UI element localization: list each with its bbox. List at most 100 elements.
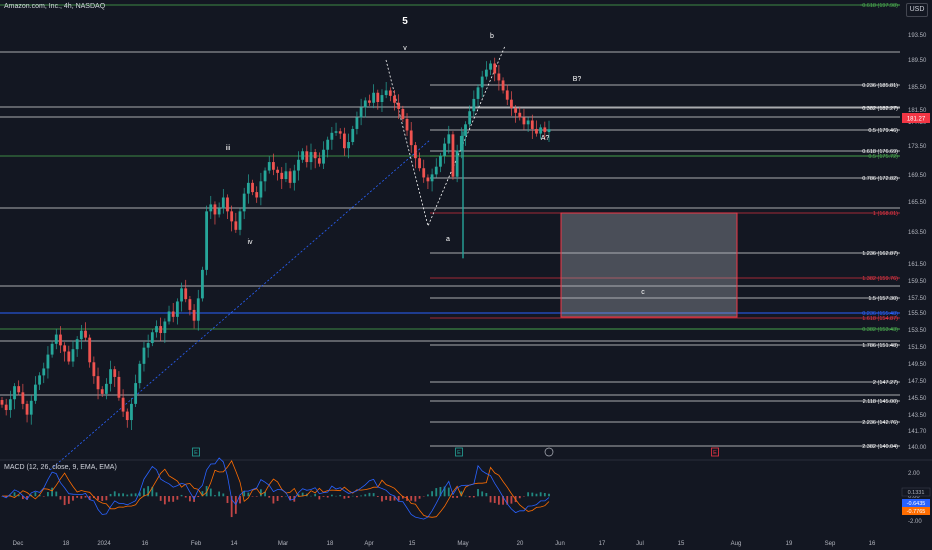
- time-tick-label: Feb: [191, 541, 202, 547]
- fib-level-label: 2 (147.27): [873, 380, 898, 386]
- macd-histogram-bar: [214, 495, 216, 497]
- candle-body: [522, 117, 526, 125]
- macd-histogram-bar: [280, 496, 283, 498]
- candle-body: [518, 112, 522, 118]
- macd-histogram-bar: [477, 489, 479, 497]
- candle-body: [192, 309, 196, 321]
- macd-histogram-bar: [205, 486, 208, 497]
- candle-body: [330, 132, 334, 140]
- time-tick-label: 15: [678, 541, 685, 547]
- candle-body: [526, 120, 530, 125]
- macd-histogram-bar: [72, 496, 74, 501]
- candle-body: [342, 133, 346, 149]
- time-tick-label: Aug: [731, 541, 742, 547]
- macd-histogram-bar: [447, 487, 450, 497]
- macd-histogram-bar: [427, 494, 429, 497]
- price-tick-label: 149.50: [908, 362, 927, 368]
- macd-histogram-bar: [147, 486, 150, 497]
- macd-histogram-bar: [55, 491, 58, 497]
- macd-histogram-bar: [113, 491, 116, 497]
- macd-histogram-bar: [314, 493, 317, 497]
- macd-histogram-bar: [468, 496, 471, 498]
- macd-histogram-bar: [506, 496, 509, 505]
- candle-body: [34, 384, 37, 401]
- candle-body: [547, 129, 551, 133]
- candle-body: [338, 131, 342, 134]
- macd-histogram-bar: [548, 493, 550, 497]
- macd-histogram-bar: [176, 496, 179, 500]
- candle-body: [50, 343, 54, 355]
- candle-body: [171, 311, 175, 317]
- candle-body: [439, 155, 442, 167]
- macd-histogram-bar: [184, 496, 187, 498]
- price-tick-label: 157.50: [908, 296, 927, 302]
- macd-histogram-bar: [88, 496, 91, 501]
- candle-body: [359, 107, 363, 118]
- candle-body: [150, 332, 154, 344]
- currency-button[interactable]: USD: [906, 3, 928, 17]
- macd-histogram-bar: [138, 492, 141, 497]
- candle-body: [146, 343, 150, 348]
- macd-histogram-bar: [201, 491, 204, 497]
- candle-body: [497, 73, 501, 81]
- time-tick-label: Jun: [555, 541, 565, 547]
- candle-body: [305, 151, 309, 163]
- time-tick-label: 16: [142, 541, 149, 547]
- price-tick-label: 145.50: [908, 396, 927, 402]
- price-tick-label: 159.50: [908, 279, 927, 285]
- earnings-badge: [455, 447, 463, 457]
- candle-body: [292, 170, 296, 183]
- macd-histogram-bar: [368, 492, 371, 497]
- macd-histogram-bar: [347, 496, 350, 498]
- candle-body: [63, 345, 67, 352]
- fib-level-label: 0.382 (153.43): [862, 327, 898, 333]
- price-tick-label: 185.50: [908, 85, 927, 91]
- fib-level-label: 0.5 (179.46): [868, 128, 898, 134]
- macd-histogram-bar: [297, 494, 300, 497]
- macd-histogram-bar: [518, 496, 521, 499]
- price-tick-label: 163.50: [908, 230, 927, 236]
- wave-label: v: [403, 45, 407, 52]
- candle-body: [109, 369, 112, 384]
- macd-histogram-bar: [172, 496, 175, 502]
- macd-histogram-bar: [222, 493, 225, 497]
- candle-body: [96, 376, 100, 390]
- candle-body: [288, 171, 292, 183]
- candle-body: [480, 76, 484, 88]
- macd-histogram-bar: [143, 488, 145, 497]
- macd-histogram-bar: [67, 496, 70, 504]
- candle-body: [313, 152, 317, 159]
- candle-body: [380, 95, 384, 102]
- fib-level-label: 0.786 (172.82): [862, 176, 898, 182]
- macd-histogram-bar: [209, 488, 212, 497]
- candle-body: [163, 321, 167, 334]
- candle-body: [476, 87, 480, 99]
- candle-body: [267, 162, 271, 171]
- macd-histogram-bar: [122, 493, 124, 497]
- macd-histogram-bar: [397, 496, 400, 501]
- candle-body: [42, 368, 46, 376]
- fib-level-label: 2.118 (145.00): [863, 399, 899, 405]
- candle-body: [205, 211, 209, 270]
- candle-body: [167, 311, 171, 322]
- macd-axis-label: -2.00: [908, 519, 922, 525]
- candle-body: [25, 403, 29, 415]
- macd-histogram-bar: [38, 494, 41, 497]
- candle-body: [226, 197, 229, 212]
- macd-histogram-bar: [42, 496, 45, 497]
- candle-body: [201, 269, 204, 299]
- candle-body: [351, 128, 355, 143]
- macd-histogram-bar: [276, 496, 279, 501]
- earnings-badge: [711, 447, 719, 457]
- time-tick-label: 17: [599, 541, 606, 547]
- candle-body: [493, 63, 497, 74]
- candle-body: [543, 127, 547, 133]
- candle-body: [130, 403, 133, 421]
- fib-level-label: 1 (168.01): [873, 211, 898, 217]
- macd-axis-label: 0.00: [908, 494, 920, 500]
- candle-body: [418, 158, 421, 169]
- candle-body: [430, 174, 434, 182]
- candle-body: [464, 124, 467, 136]
- earnings-badge: [192, 447, 200, 457]
